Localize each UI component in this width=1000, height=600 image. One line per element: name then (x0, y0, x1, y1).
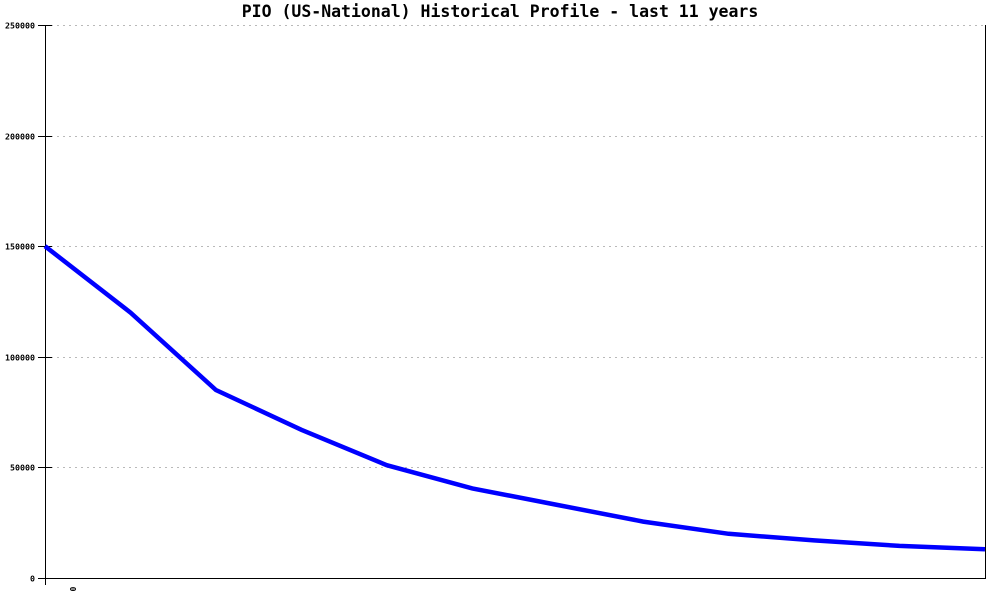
chart-title: PIO (US-National) Historical Profile - l… (241, 2, 759, 21)
y-axis-tick-label: 100000 (5, 353, 35, 363)
y-axis-tick-label: 0 (30, 574, 35, 584)
x-axis-tick-label: 0 (68, 587, 77, 592)
y-axis-tick-label: 150000 (5, 242, 35, 252)
y-axis-tick-label: 200000 (5, 132, 35, 142)
y-axis-tick-label: 50000 (10, 463, 35, 473)
series-line (43, 244, 986, 552)
y-axis-tick-label: 250000 (5, 21, 35, 31)
